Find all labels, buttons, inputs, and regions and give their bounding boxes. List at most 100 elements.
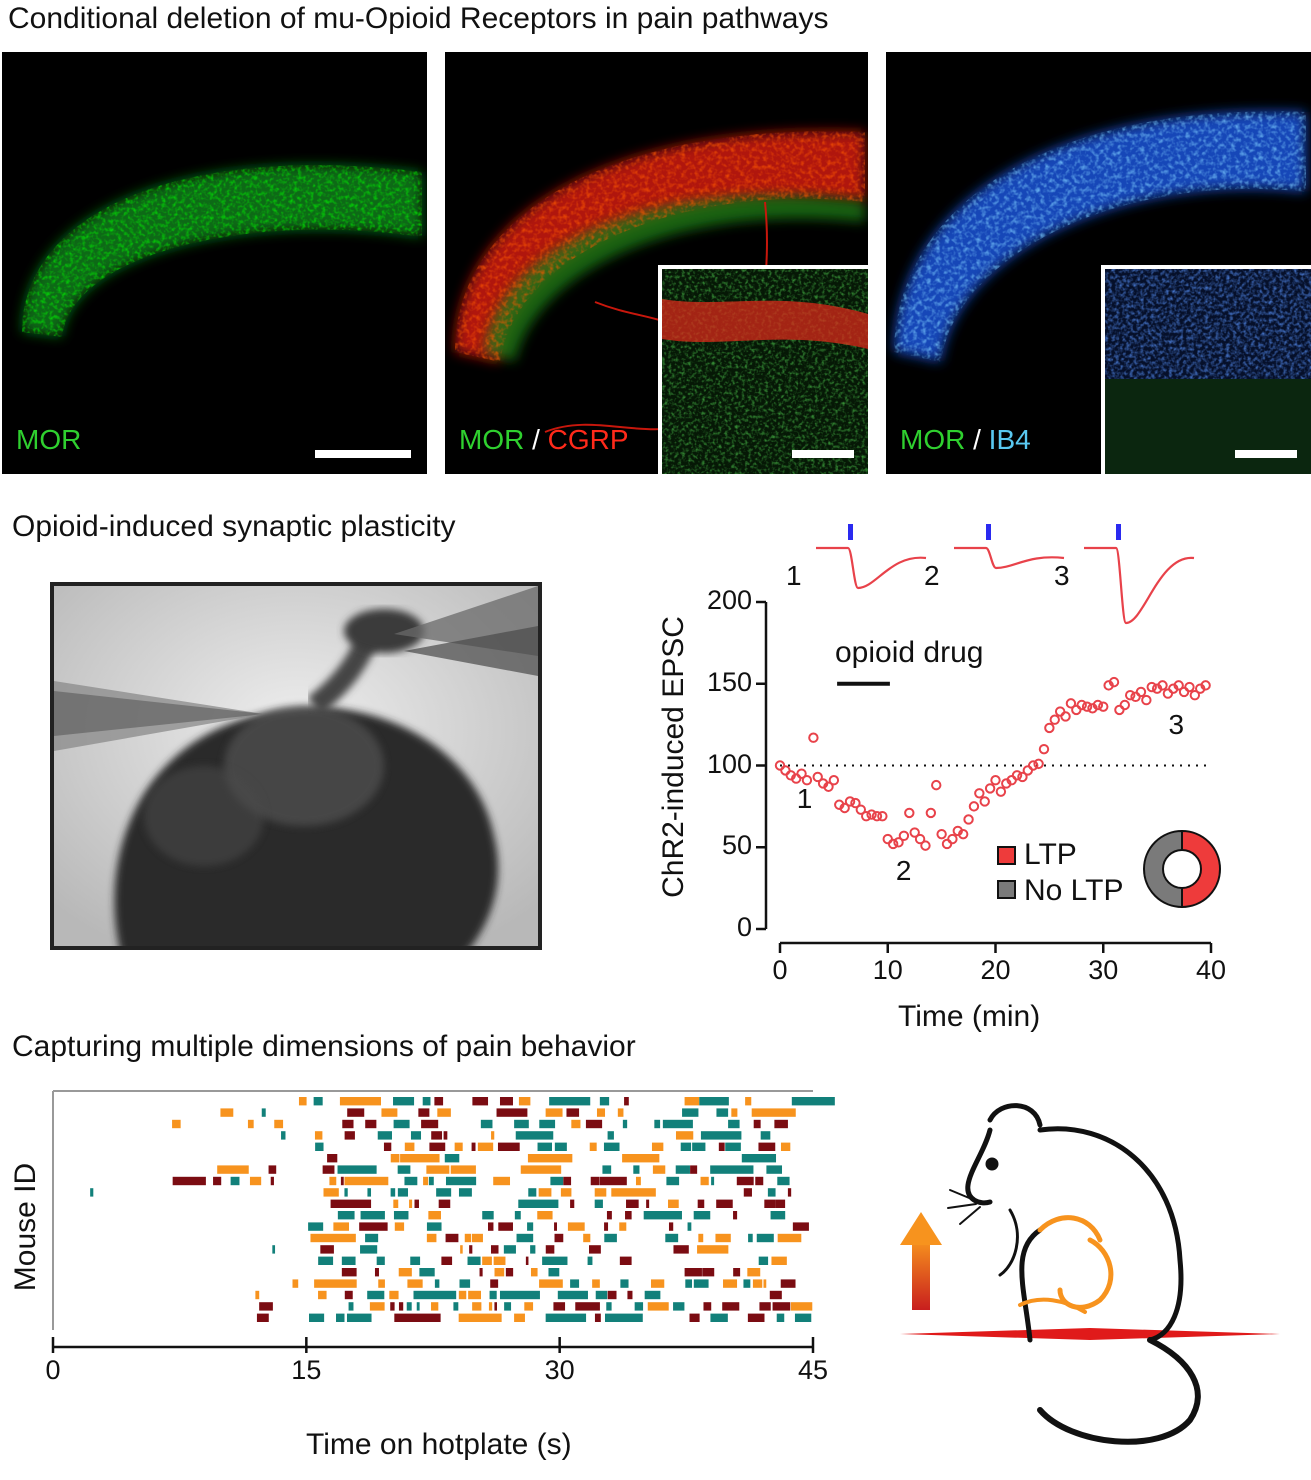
micrograph-mor-ib4: MOR / IB4 <box>886 52 1311 474</box>
behavior-event <box>520 1165 562 1174</box>
behavior-event <box>619 1222 627 1231</box>
donut-slice-noltp <box>1143 829 1183 909</box>
behavior-event <box>594 1313 601 1322</box>
x-tick-label: 30 <box>1088 955 1119 985</box>
behavior-event <box>390 1154 400 1163</box>
legend-noltp-label: No LTP <box>1024 874 1124 907</box>
stim-marker <box>986 524 991 540</box>
behavior-event <box>426 1233 437 1243</box>
epsc-point <box>1162 688 1174 699</box>
behavior-event <box>249 1176 262 1186</box>
behavior-event <box>381 1108 398 1117</box>
behavior-event <box>715 1233 731 1243</box>
mouse-hotplate-illustration <box>900 1103 1280 1445</box>
x-tick-label: 10 <box>872 955 903 985</box>
behavior-event <box>791 1097 835 1106</box>
behavior-event <box>426 1165 450 1174</box>
behavior-event <box>548 1268 560 1277</box>
behavior-event <box>394 1222 405 1231</box>
behavior-event <box>769 1290 782 1300</box>
trace-label-3: 3 <box>1054 560 1070 591</box>
behavior-event <box>518 1199 559 1208</box>
epsc-point <box>839 802 850 814</box>
behavior-event <box>479 1268 483 1277</box>
behavior-event <box>684 1268 702 1277</box>
behavior-event <box>530 1268 538 1277</box>
behavior-event <box>505 1268 514 1277</box>
epsc-point <box>1141 694 1152 706</box>
behavior-event <box>646 1199 650 1208</box>
epsc-point <box>1157 680 1168 691</box>
behavior-event <box>493 1256 506 1265</box>
behavior-event <box>369 1302 385 1311</box>
behavior-event <box>604 1313 643 1322</box>
epsc-point <box>931 779 942 791</box>
behavior-event <box>538 1188 552 1197</box>
behavior-event <box>545 1313 587 1322</box>
behavior-event <box>404 1142 415 1151</box>
stim-marker <box>1116 524 1121 540</box>
y-tick-label: 200 <box>706 585 752 615</box>
behavior-event <box>421 1119 439 1129</box>
epsc-point <box>866 809 877 820</box>
behavior-event <box>595 1290 608 1300</box>
behavior-event <box>503 1245 516 1254</box>
trace-label-2: 2 <box>924 560 940 591</box>
behavior-event <box>270 1176 274 1186</box>
label-mor: MOR <box>16 424 82 455</box>
y-tick-label: 150 <box>706 666 752 697</box>
behavior-event <box>499 1097 513 1106</box>
behavior-event <box>733 1211 738 1220</box>
behavior-event <box>647 1302 669 1311</box>
behavior-event <box>675 1165 690 1174</box>
behavior-event <box>393 1097 415 1106</box>
epsc-point <box>1119 699 1130 711</box>
behavior-event <box>760 1131 771 1140</box>
epsc-point <box>780 765 791 776</box>
epsc-point <box>1049 714 1060 725</box>
behavior-event <box>652 1165 666 1174</box>
behavior-event <box>733 1268 741 1277</box>
epsc-point <box>963 814 974 825</box>
epsc-point <box>914 833 926 845</box>
epsc-point <box>1173 680 1184 691</box>
behavior-event <box>527 1222 534 1231</box>
label-ib4: IB4 <box>988 424 1031 455</box>
epsc-point <box>1076 699 1087 711</box>
behavior-event <box>482 1211 494 1220</box>
behavior-event <box>217 1165 249 1174</box>
behavior-event <box>471 1233 483 1243</box>
epsc-point <box>828 775 840 786</box>
behavior-event <box>758 1142 776 1151</box>
behavior-event <box>554 1142 567 1151</box>
epsc-point <box>887 838 899 850</box>
behavior-event <box>563 1176 572 1186</box>
label-mor: MOR <box>900 424 966 455</box>
behavior-event <box>458 1313 502 1322</box>
behavior-event <box>515 1131 554 1140</box>
behavior-event <box>777 1176 790 1186</box>
behavior-event <box>780 1142 791 1151</box>
behavior-event <box>318 1290 327 1300</box>
behavior-event <box>482 1256 492 1265</box>
behavior-event <box>654 1119 661 1129</box>
epsc-point <box>808 732 819 743</box>
behavior-event <box>514 1119 529 1129</box>
behavior-event <box>346 1313 372 1322</box>
behavior-event <box>431 1131 443 1140</box>
behavior-event <box>281 1131 286 1140</box>
epsc-point <box>877 810 888 822</box>
behavior-event <box>477 1142 494 1151</box>
behavior-event <box>599 1097 610 1106</box>
behavior-event <box>490 1245 499 1254</box>
epsc-point <box>1022 765 1034 776</box>
epsc-point <box>893 837 904 848</box>
behavior-event <box>471 1142 476 1151</box>
y-tick-label: 50 <box>721 830 752 861</box>
epsc-point <box>1092 699 1104 711</box>
behavior-event <box>414 1199 419 1208</box>
behavior-event <box>90 1188 94 1197</box>
behavior-event <box>590 1176 600 1186</box>
behavior-event <box>422 1097 431 1106</box>
scale-bar-3 <box>1235 450 1297 458</box>
